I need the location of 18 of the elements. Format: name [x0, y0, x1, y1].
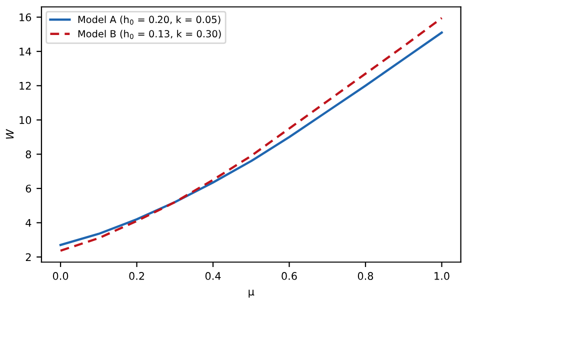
- y-tick-label: 2: [26, 253, 31, 261]
- x-axis-title: μ: [248, 290, 254, 298]
- y-tick-label: 10: [20, 116, 32, 124]
- y-tick-label: 12: [20, 82, 31, 90]
- x-tick-label: 0.8: [358, 272, 374, 280]
- x-tick-label: 0.6: [282, 272, 297, 280]
- legend-label: Model B (h$_{0}$ = 0.13, k = 0.30): [78, 30, 221, 39]
- y-tick-label: 6: [26, 184, 32, 193]
- y-tick-label: 16: [20, 13, 32, 22]
- y-tick-label: 14: [20, 48, 32, 56]
- x-tick-label: 0.2: [129, 272, 144, 280]
- x-tick-label: 0.0: [52, 272, 68, 280]
- y-tick-label: 8: [26, 150, 32, 158]
- y-axis-title: W: [6, 129, 14, 139]
- x-tick-label: 0.4: [205, 272, 221, 280]
- y-tick-label: 4: [26, 219, 32, 227]
- legend-label: Model A (h$_{0}$ = 0.20, k = 0.05): [78, 16, 220, 25]
- x-tick-label: 1.0: [434, 272, 450, 280]
